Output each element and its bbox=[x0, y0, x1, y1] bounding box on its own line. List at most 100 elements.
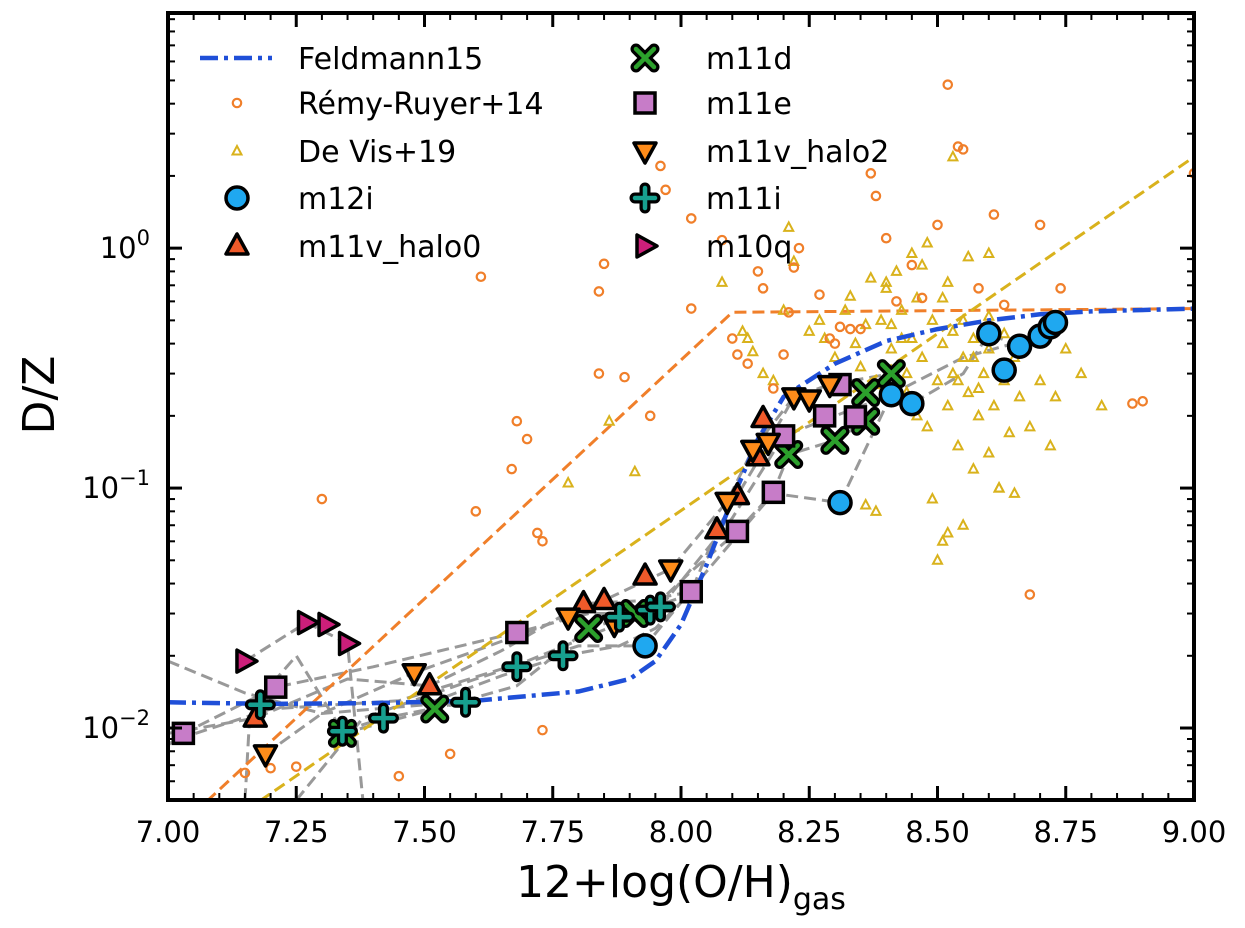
m11d-marker bbox=[851, 378, 881, 408]
de-vis-point bbox=[869, 504, 883, 516]
legend-label: Rémy-Ruyer+14 bbox=[298, 87, 544, 122]
remy-ruyer-point bbox=[957, 144, 969, 155]
de-vis-point bbox=[998, 326, 1011, 339]
marker-shape bbox=[632, 562, 658, 586]
plot-frame bbox=[166, 11, 1196, 802]
de-vis-point bbox=[956, 350, 970, 363]
de-vis-point bbox=[736, 324, 749, 336]
marker-shape bbox=[224, 232, 250, 256]
remy-ruyer-point bbox=[644, 410, 656, 422]
de-vis-point bbox=[1059, 341, 1072, 354]
y-tick-base: 10 bbox=[100, 231, 137, 265]
de-vis-point bbox=[1074, 366, 1088, 379]
m11d-marker bbox=[876, 359, 906, 389]
marker-shape bbox=[796, 389, 822, 413]
legend-m10q-swatch bbox=[635, 233, 659, 259]
m10q-marker bbox=[337, 630, 362, 657]
legend-remy-ruyer-swatch bbox=[231, 97, 243, 109]
de-vis-point bbox=[864, 270, 877, 283]
marker-shape bbox=[899, 390, 925, 417]
remy-ruyer-point bbox=[239, 767, 251, 779]
de-vis-point bbox=[946, 149, 960, 162]
remy-ruyer-point bbox=[793, 242, 805, 254]
de-vis-point bbox=[982, 341, 995, 354]
de-vis-point bbox=[874, 313, 888, 325]
de-vis-point bbox=[628, 464, 641, 477]
marker-shape bbox=[555, 607, 581, 631]
marker-shape bbox=[704, 516, 730, 540]
remy-ruyer-point bbox=[757, 283, 769, 294]
de-vis-point bbox=[931, 553, 944, 565]
de-vis-point bbox=[803, 324, 816, 336]
de-vis-point bbox=[813, 313, 826, 325]
y-tick-label: 10−1 bbox=[82, 466, 150, 505]
remy-ruyer-point bbox=[906, 259, 918, 271]
de-vis-point bbox=[828, 350, 842, 363]
x-tick-label: 8.25 bbox=[777, 815, 842, 849]
remy-ruyer-point bbox=[783, 307, 795, 318]
de-vis-point bbox=[1095, 398, 1108, 411]
legend-label: m12i bbox=[298, 182, 374, 217]
marker-shape bbox=[252, 744, 279, 768]
m11i-marker bbox=[326, 715, 358, 747]
de-vis-point bbox=[941, 275, 954, 287]
de-vis-point bbox=[890, 264, 903, 276]
legend-m11d-swatch bbox=[630, 43, 660, 73]
de-vis-point bbox=[921, 235, 934, 248]
remy-ruyer-point bbox=[732, 349, 743, 360]
m11v_halo2-marker bbox=[817, 374, 843, 399]
marker-shape bbox=[607, 604, 632, 630]
simulation-markers bbox=[171, 309, 1069, 768]
remy-ruyer-point bbox=[870, 190, 882, 202]
legend-label: m10q bbox=[706, 230, 792, 265]
legend-entry: m11v_halo0 bbox=[224, 230, 481, 265]
m11e-marker bbox=[505, 620, 529, 645]
m11e-marker bbox=[725, 519, 750, 544]
de-vis-point bbox=[982, 246, 995, 258]
de-vis-point bbox=[859, 497, 872, 510]
legend-m11e-swatch bbox=[633, 91, 657, 115]
marker-shape bbox=[632, 141, 658, 165]
de-vis-point bbox=[987, 398, 1001, 411]
remy-ruyer-point bbox=[290, 761, 302, 772]
de-vis-point bbox=[818, 331, 831, 344]
de-vis-point bbox=[1033, 373, 1047, 386]
de-vis-point bbox=[895, 303, 908, 315]
legend-entry: De Vis+19 bbox=[230, 135, 456, 170]
m11i-marker bbox=[244, 689, 276, 721]
remy-ruyer-point bbox=[316, 493, 328, 505]
x-tick-label: 7.25 bbox=[264, 815, 329, 849]
m11e-marker bbox=[171, 721, 196, 746]
marker-shape bbox=[679, 579, 704, 604]
remy-ruyer-point bbox=[952, 141, 964, 152]
remy-ruyer-point bbox=[998, 299, 1010, 311]
marker-shape bbox=[171, 721, 196, 746]
y-tick-exponent: 0 bbox=[137, 226, 150, 250]
remy-ruyer-point bbox=[814, 289, 825, 300]
remy-ruyer-point bbox=[891, 296, 902, 307]
x-axis-title-subscript: gas bbox=[793, 882, 846, 917]
marker-shape bbox=[880, 362, 903, 385]
de-vis-point bbox=[967, 461, 980, 474]
legend-entry: m11v_halo2 bbox=[632, 135, 889, 170]
remy-ruyer-point bbox=[932, 219, 943, 231]
marker-shape bbox=[577, 617, 600, 640]
m10q-marker bbox=[317, 611, 341, 638]
de-vis-point bbox=[741, 331, 754, 344]
de-vis-point bbox=[854, 359, 867, 372]
de-vis-point bbox=[1008, 486, 1021, 498]
m11v_halo0-marker bbox=[704, 516, 730, 540]
marker-shape bbox=[777, 443, 800, 466]
marker-shape bbox=[632, 185, 658, 211]
marker-shape bbox=[296, 609, 321, 636]
de-vis-point bbox=[900, 366, 913, 379]
marker-shape bbox=[725, 519, 750, 544]
marker-shape bbox=[657, 559, 684, 583]
de-vis-point bbox=[972, 381, 985, 394]
de-vis-point bbox=[926, 491, 939, 504]
marker-shape bbox=[878, 381, 905, 408]
marker-shape bbox=[635, 233, 659, 259]
de-vis-point bbox=[880, 275, 893, 287]
de-vis-point bbox=[787, 254, 801, 266]
de-vis-point bbox=[849, 336, 862, 349]
